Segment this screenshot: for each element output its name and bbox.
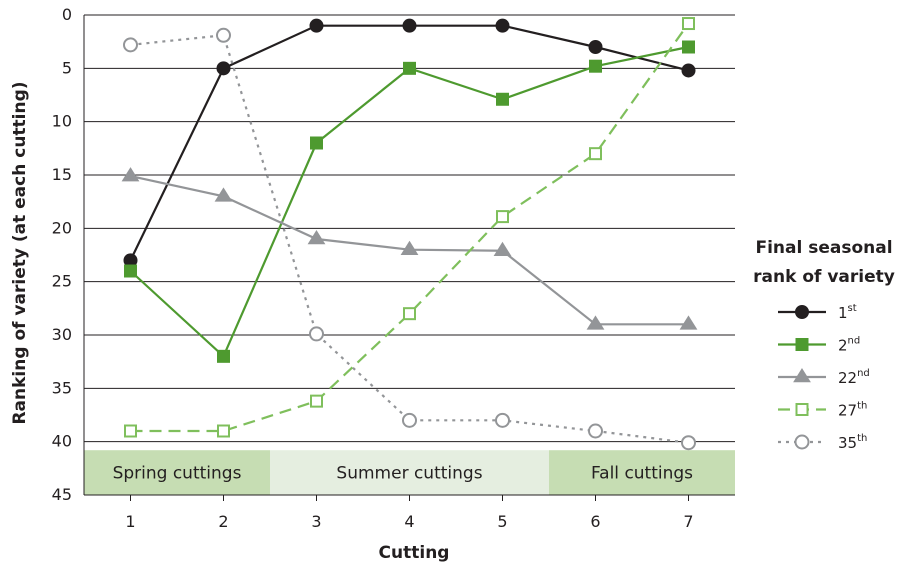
series-22nd-point-4 [400,240,419,255]
series-2nd-point-5 [496,92,509,106]
series-22nd-point-1 [121,167,140,182]
series-2nd-point-4 [403,61,416,75]
x-tick-label-6: 6 [590,512,600,531]
y-tick-label-20: 20 [52,218,72,237]
series-22nd-point-5 [493,241,512,257]
y-tick-label-10: 10 [52,112,72,131]
legend-item-2nd-label: 2nd [838,336,860,355]
series-35th [123,27,696,451]
series-22nd-point-2 [214,187,233,202]
y-tick-label-35: 35 [52,378,72,397]
legend-item-27th-marker [795,403,809,416]
y-tick-label-15: 15 [52,165,72,184]
legend-item-22nd-marker [793,368,811,383]
x-tick-label-2: 2 [218,512,228,531]
legend-item-35th-suffix: th [857,433,867,444]
series-1st-point-6 [588,40,603,54]
series-1st-point-7 [681,63,696,78]
legend-item-2nd-suffix: nd [848,336,861,347]
legend-item-22nd-suffix: nd [857,368,870,379]
series-35th-point-2 [216,27,231,43]
season-band-3 [549,450,735,495]
series-27th-point-1 [124,424,137,438]
series-1st-point-3 [309,18,324,33]
series-35th-point-7 [681,435,696,451]
series-22nd-point-7 [679,315,698,330]
series-35th-point-4 [402,412,417,428]
legend-title-line-2: rank of variety [753,267,895,287]
season-band-1 [84,450,270,495]
x-tick-label-3: 3 [311,512,321,531]
legend-title-line-1: Final seasonal [755,238,892,258]
x-tick-label-5: 5 [497,512,507,531]
gridlines [83,14,735,496]
series-27th-point-4 [403,307,416,321]
series-2nd-point-2 [217,349,230,363]
legend: Final seasonal rank of variety 1st 2nd 22n… [753,238,895,452]
series-layer [121,17,698,451]
legend-item-35th: 35th [778,433,867,452]
series-27th-line [130,22,690,433]
y-tick-label-40: 40 [52,432,72,451]
legend-item-2nd: 2nd [778,336,860,355]
series-27th-point-2 [217,424,230,438]
series-22nd-point-3 [307,230,326,245]
season-label-3: Fall cuttings [591,464,693,484]
legend-item-27th-label: 27th [838,401,867,420]
legend-item-1st-suffix: st [848,303,857,314]
series-1st [123,18,696,268]
x-axis-title: Cutting [379,543,450,563]
series-1st-point-5 [495,18,510,33]
series-2nd-point-6 [589,59,602,73]
x-tick-label-7: 7 [683,512,693,531]
season-bands: Spring cuttings Summer cuttings Fall cutti… [84,450,735,495]
legend-item-1st: 1st [778,303,857,322]
legend-item-27th: 27th [778,401,867,420]
series-22nd [121,167,698,330]
series-22nd-point-6 [586,315,605,330]
series-35th-line [130,34,689,444]
legend-item-27th-suffix: th [857,401,867,412]
legend-item-35th-label: 35th [838,433,867,452]
y-tick-label-25: 25 [52,272,72,291]
legend-item-35th-marker [794,434,810,450]
season-band-2 [270,450,549,495]
season-label-1: Spring cuttings [113,464,242,484]
series-1st-point-2 [216,61,231,76]
series-27th-point-5 [496,210,509,224]
y-tick-label-5: 5 [62,58,72,77]
series-27th [124,17,695,438]
series-35th-point-5 [495,412,510,428]
legend-item-22nd: 22nd [778,368,870,387]
series-35th-point-6 [588,423,603,439]
series-27th-point-7 [682,17,695,31]
legend-item-22nd-label: 22nd [838,368,870,387]
legend-item-1st-label: 1st [838,303,857,322]
y-tick-label-30: 30 [52,325,72,344]
y-axis-ticks: 0 5 10 15 20 25 30 35 40 45 [52,5,72,504]
y-tick-label-0: 0 [62,5,72,24]
x-tick-label-4: 4 [404,512,414,531]
series-35th-point-3 [309,326,324,342]
season-label-2: Summer cuttings [336,464,482,484]
y-tick-label-45: 45 [52,485,72,504]
series-35th-point-1 [123,37,138,53]
series-27th-point-6 [589,147,602,161]
y-axis-title: Ranking of variety (at each cutting) [10,81,30,424]
legend-item-2nd-marker [795,338,809,351]
series-2nd-point-7 [682,40,695,54]
series-2nd [124,40,695,363]
series-1st-line [129,24,689,261]
x-axis-ticks: 1 2 3 4 5 6 7 [125,495,694,531]
series-27th-point-3 [310,394,323,408]
series-1st-point-4 [402,18,417,33]
legend-item-1st-marker [795,305,809,319]
x-tick-label-1: 1 [125,512,135,531]
series-2nd-point-3 [310,136,323,150]
series-2nd-point-1 [124,264,137,278]
